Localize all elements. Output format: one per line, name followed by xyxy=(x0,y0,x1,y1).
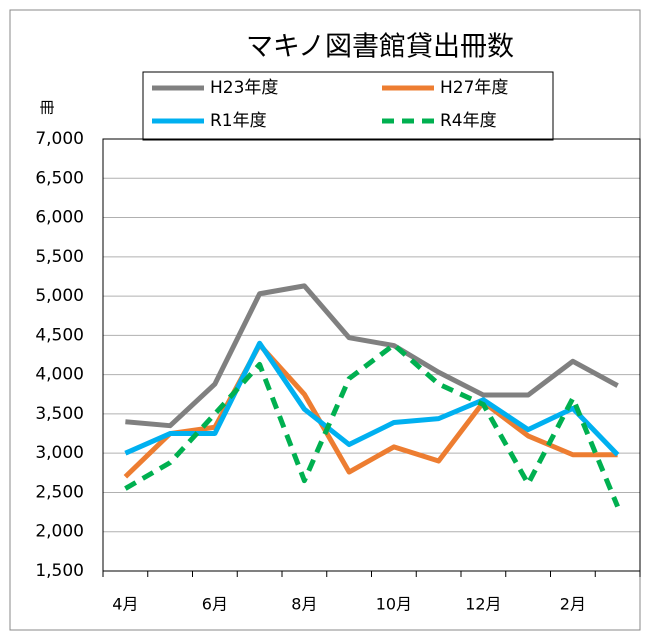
series-line xyxy=(124,340,620,457)
y-tick-label: 7,000 xyxy=(35,129,84,149)
y-tick-label: 2,500 xyxy=(35,482,84,502)
series-line xyxy=(125,283,619,429)
legend-label: R1年度 xyxy=(210,111,267,131)
y-tick-label: 2,000 xyxy=(35,522,84,542)
y-tick-label: 5,000 xyxy=(35,286,84,306)
legend-label: R4年度 xyxy=(440,111,497,131)
y-tick-label: 4,500 xyxy=(35,325,84,345)
chart-title: マキノ図書館貸出冊数 xyxy=(246,32,514,63)
legend xyxy=(142,71,554,141)
x-tick-label: 8月 xyxy=(291,595,317,614)
series-line xyxy=(123,342,618,479)
x-tick-label: 12月 xyxy=(465,595,501,614)
y-tick-label: 6,000 xyxy=(35,208,84,228)
y-tick-label: 4,000 xyxy=(35,365,84,385)
y-tick-label: 1,500 xyxy=(35,561,84,581)
y-tick-label: 3,500 xyxy=(35,404,84,424)
series-line xyxy=(124,342,620,508)
x-tick-label: 4月 xyxy=(112,595,138,614)
legend-label: H23年度 xyxy=(210,78,278,98)
plot-area xyxy=(102,138,641,572)
x-tick-label: 10月 xyxy=(376,595,412,614)
x-tick-label: 2月 xyxy=(560,595,586,614)
y-tick-label: 3,000 xyxy=(35,443,84,463)
y-tick-label: 6,500 xyxy=(35,168,84,188)
x-tick-label: 6月 xyxy=(202,595,228,614)
y-unit: 冊 xyxy=(39,99,54,117)
y-tick-label: 5,500 xyxy=(35,247,84,267)
legend-label: H27年度 xyxy=(440,78,508,98)
